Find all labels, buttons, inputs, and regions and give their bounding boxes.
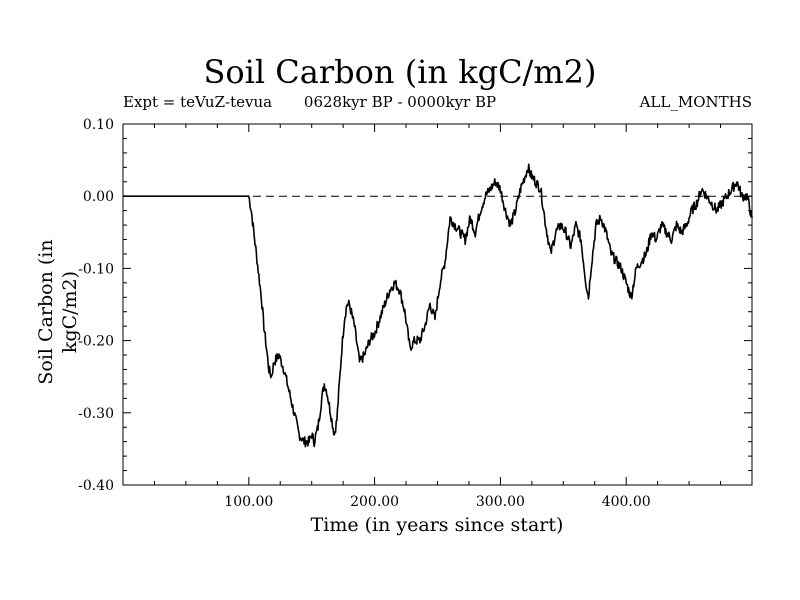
chart-title: Soil Carbon (in kgC/m2) bbox=[203, 53, 597, 91]
y-axis-label: Soil Carbon (in kgC/m2) bbox=[35, 239, 81, 385]
y-tick-label: -0.30 bbox=[78, 406, 114, 422]
x-axis-label: Time (in years since start) bbox=[310, 514, 564, 536]
x-tick-label: 400.00 bbox=[602, 494, 651, 510]
x-tick-label: 100.00 bbox=[224, 494, 273, 510]
y-tick-label: -0.10 bbox=[78, 261, 114, 277]
x-tick-label: 300.00 bbox=[476, 494, 525, 510]
y-tick-label: 0.00 bbox=[83, 189, 114, 205]
soil-carbon-series-line bbox=[122, 163, 753, 448]
time-range-label: 0628kyr BP - 0000kyr BP bbox=[303, 93, 497, 111]
months-label: ALL_MONTHS bbox=[639, 93, 752, 111]
y-tick-label: 0.10 bbox=[83, 117, 114, 133]
experiment-label: Expt = teVuZ-tevua bbox=[123, 93, 273, 111]
y-tick-label: -0.20 bbox=[78, 334, 114, 350]
y-tick-label: -0.40 bbox=[78, 478, 114, 494]
x-tick-label: 200.00 bbox=[350, 494, 399, 510]
